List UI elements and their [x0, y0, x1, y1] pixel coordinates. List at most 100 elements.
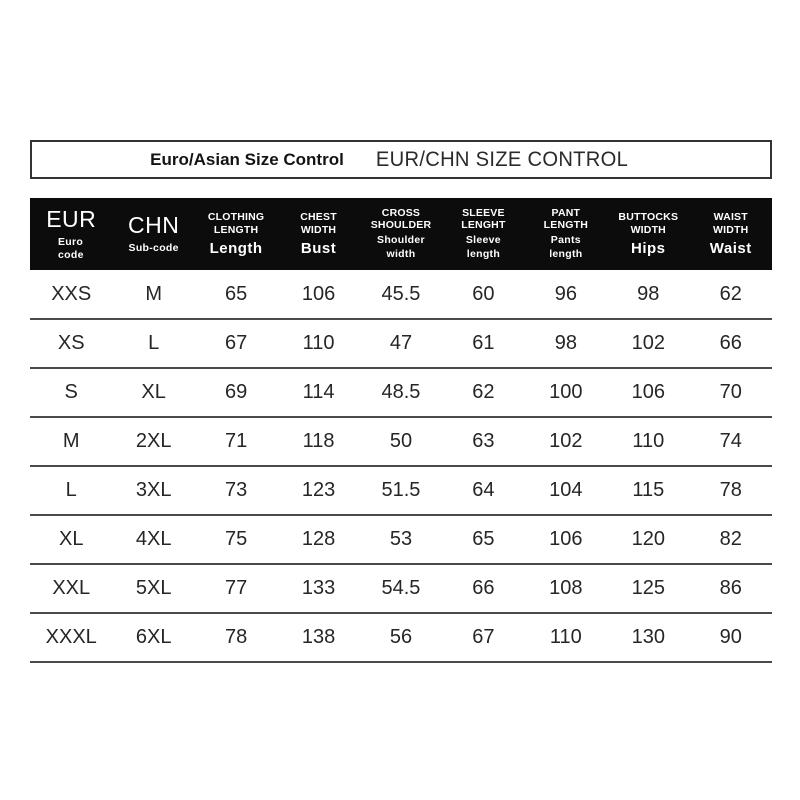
cell-waist: 90: [689, 613, 772, 663]
cell-shoulder: 45.5: [359, 270, 443, 320]
size-table-header: EUR Euro code CHN Sub-code CLOTHING LENG…: [30, 198, 772, 270]
cell-chn-size: L: [112, 319, 195, 369]
cell-shoulder: 47: [359, 319, 443, 369]
cell-hips: 130: [607, 613, 690, 663]
cell-waist: 74: [689, 417, 772, 467]
cell-length: 69: [194, 368, 278, 418]
column-sublabel: Bust: [300, 239, 337, 257]
cell-sleeve: 62: [442, 368, 525, 418]
cell-bust: 118: [277, 417, 360, 467]
cell-pants: 106: [524, 515, 608, 565]
cell-hips: 102: [607, 319, 690, 369]
cell-hips: 106: [607, 368, 690, 418]
column-header-cross-shoulder: CROSS SHOULDER Shoulder width: [360, 198, 442, 270]
cell-hips: 98: [607, 270, 690, 320]
column-sublabel: Waist: [709, 239, 752, 257]
cell-eur-size: XS: [30, 319, 113, 369]
cell-hips: 125: [607, 564, 690, 614]
cell-bust: 110: [277, 319, 360, 369]
table-row-s: S XL 69 114 48.5 62 100 106 70: [30, 368, 772, 418]
column-sublabel: Shoulder width: [377, 234, 425, 260]
cell-eur-size: XXXL: [30, 613, 113, 663]
column-code: CROSS SHOULDER: [370, 207, 432, 232]
column-code: EUR: [46, 205, 97, 232]
cell-waist: 62: [689, 270, 772, 320]
column-header-chest-width: CHEST WIDTH Bust: [277, 198, 359, 270]
cell-waist: 86: [689, 564, 772, 614]
cell-sleeve: 66: [442, 564, 525, 614]
column-code: CLOTHING LENGTH: [207, 211, 265, 236]
cell-shoulder: 53: [359, 515, 443, 565]
cell-eur-size: L: [30, 466, 113, 516]
cell-shoulder: 48.5: [359, 368, 443, 418]
column-code: CHN: [127, 212, 180, 239]
cell-chn-size: XL: [112, 368, 195, 418]
cell-bust: 106: [277, 270, 360, 320]
cell-chn-size: 4XL: [112, 515, 195, 565]
column-sublabel: Length: [209, 239, 263, 257]
cell-eur-size: XL: [30, 515, 113, 565]
cell-length: 65: [194, 270, 278, 320]
column-sublabel: Sub-code: [128, 242, 179, 255]
cell-bust: 138: [277, 613, 360, 663]
table-row-xl: XL 4XL 75 128 53 65 106 120 82: [30, 515, 772, 565]
column-sublabel: Euro code: [58, 235, 84, 261]
table-row-m: M 2XL 71 118 50 63 102 110 74: [30, 417, 772, 467]
cell-pants: 108: [524, 564, 608, 614]
table-row-xs: XS L 67 110 47 61 98 102 66: [30, 319, 772, 369]
cell-pants: 98: [524, 319, 608, 369]
cell-hips: 115: [607, 466, 690, 516]
cell-chn-size: 3XL: [112, 466, 195, 516]
cell-chn-size: 6XL: [112, 613, 195, 663]
cell-sleeve: 61: [442, 319, 525, 369]
title-bar: Euro/Asian Size Control EUR/CHN SIZE CON…: [30, 140, 772, 179]
cell-pants: 104: [524, 466, 608, 516]
cell-bust: 114: [277, 368, 360, 418]
table-row-xxs: XXS M 65 106 45.5 60 96 98 62: [30, 270, 772, 320]
column-sublabel: Sleeve length: [465, 234, 501, 260]
cell-shoulder: 54.5: [359, 564, 443, 614]
cell-waist: 78: [689, 466, 772, 516]
table-row-l: L 3XL 73 123 51.5 64 104 115 78: [30, 466, 772, 516]
cell-chn-size: M: [112, 270, 195, 320]
cell-sleeve: 60: [442, 270, 525, 320]
column-header-clothing-length: CLOTHING LENGTH Length: [195, 198, 277, 270]
cell-sleeve: 63: [442, 417, 525, 467]
size-chart-sheet: Euro/Asian Size Control EUR/CHN SIZE CON…: [30, 140, 772, 663]
cell-sleeve: 65: [442, 515, 525, 565]
size-table: EUR Euro code CHN Sub-code CLOTHING LENG…: [30, 198, 772, 663]
cell-pants: 96: [524, 270, 608, 320]
cell-eur-size: S: [30, 368, 113, 418]
cell-length: 78: [194, 613, 278, 663]
column-code: WAIST WIDTH: [713, 211, 749, 236]
cell-waist: 82: [689, 515, 772, 565]
cell-chn-size: 5XL: [112, 564, 195, 614]
cell-sleeve: 64: [442, 466, 525, 516]
column-header-chn: CHN Sub-code: [112, 198, 194, 270]
header-row: EUR Euro code CHN Sub-code CLOTHING LENG…: [30, 198, 772, 270]
cell-shoulder: 51.5: [359, 466, 443, 516]
cell-eur-size: XXS: [30, 270, 113, 320]
column-sublabel: Hips: [631, 239, 666, 257]
column-sublabel: Pants length: [549, 234, 583, 260]
column-header-waist-width: WAIST WIDTH Waist: [690, 198, 773, 270]
size-table-body: XXS M 65 106 45.5 60 96 98 62 XS L 67 11…: [30, 270, 772, 663]
cell-eur-size: XXL: [30, 564, 113, 614]
table-row-xxl: XXL 5XL 77 133 54.5 66 108 125 86: [30, 564, 772, 614]
cell-chn-size: 2XL: [112, 417, 195, 467]
cell-shoulder: 50: [359, 417, 443, 467]
cell-eur-size: M: [30, 417, 113, 467]
cell-bust: 133: [277, 564, 360, 614]
column-code: BUTTOCKS WIDTH: [618, 211, 679, 236]
table-row-xxxl: XXXL 6XL 78 138 56 67 110 130 90: [30, 613, 772, 663]
column-code: SLEEVE LENGHT: [461, 207, 506, 232]
cell-length: 67: [194, 319, 278, 369]
column-code: CHEST WIDTH: [300, 211, 337, 236]
cell-length: 71: [194, 417, 278, 467]
title-eur-chn: EUR/CHN SIZE CONTROL: [375, 147, 629, 171]
cell-length: 75: [194, 515, 278, 565]
cell-pants: 110: [524, 613, 608, 663]
column-header-sleeve-length: SLEEVE LENGHT Sleeve length: [442, 198, 524, 270]
cell-bust: 123: [277, 466, 360, 516]
column-header-pant-length: PANT LENGTH Pants length: [525, 198, 607, 270]
